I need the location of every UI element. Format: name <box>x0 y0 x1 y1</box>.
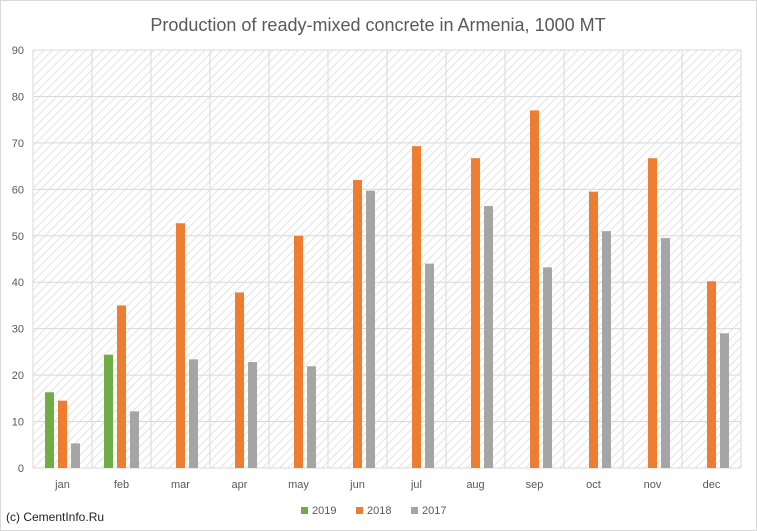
bar-2017-may <box>307 366 316 468</box>
x-tick-label: jul <box>410 479 422 491</box>
bar-2019-feb <box>104 354 113 468</box>
x-tick-label: aug <box>466 479 484 491</box>
y-tick-label: 90 <box>12 45 24 57</box>
x-tick-label: apr <box>232 479 248 491</box>
bar-2017-sep <box>543 267 552 468</box>
y-tick-label: 20 <box>12 370 24 382</box>
y-tick-label: 30 <box>12 324 24 336</box>
credit-text: (c) CementInfo.Ru <box>6 510 104 524</box>
bars-group <box>45 110 729 469</box>
chart-title: Production of ready-mixed concrete in Ar… <box>150 15 605 35</box>
legend-swatch-2019 <box>301 507 308 514</box>
bar-2017-jun <box>366 190 375 468</box>
bar-2018-dec <box>707 281 716 468</box>
bar-2018-aug <box>471 158 480 468</box>
legend-swatch-2018 <box>356 507 363 514</box>
gridlines <box>32 49 742 469</box>
bar-2019-jan <box>45 392 54 468</box>
bar-2017-jan <box>71 443 80 468</box>
bar-2018-jan <box>58 400 67 468</box>
bar-2018-may <box>294 235 303 468</box>
bar-2018-nov <box>648 158 657 468</box>
x-tick-label: jun <box>349 479 365 491</box>
bar-2018-jun <box>353 180 362 469</box>
x-tick-label: oct <box>586 479 601 491</box>
bar-2017-mar <box>189 359 198 468</box>
x-tick-label: mar <box>171 479 190 491</box>
y-tick-label: 60 <box>12 184 24 196</box>
x-tick-label: nov <box>644 479 662 491</box>
y-tick-label: 80 <box>12 91 24 103</box>
x-tick-label: may <box>288 479 309 491</box>
y-tick-label: 70 <box>12 138 24 150</box>
bar-2017-apr <box>248 362 257 468</box>
x-tick-label: feb <box>114 479 129 491</box>
x-tick-label: dec <box>703 479 721 491</box>
bar-2017-aug <box>484 206 493 468</box>
bar-2017-oct <box>602 231 611 468</box>
legend-label-2018: 2018 <box>367 505 391 517</box>
bar-2017-jul <box>425 263 434 468</box>
y-tick-label: 50 <box>12 231 24 243</box>
x-tick-label: sep <box>526 479 544 491</box>
legend-label-2019: 2019 <box>312 505 336 517</box>
legend-label-2017: 2017 <box>422 505 446 517</box>
y-axis: 0 10 20 30 40 50 60 70 80 90 <box>12 45 24 475</box>
bar-2018-oct <box>589 191 598 468</box>
bar-2018-apr <box>235 292 244 468</box>
bar-2018-feb <box>117 305 126 468</box>
legend-swatch-2017 <box>411 507 418 514</box>
bar-2018-sep <box>530 110 539 468</box>
bar-2017-dec <box>720 333 729 468</box>
bar-2018-jul <box>412 146 421 468</box>
x-tick-label: jan <box>54 479 70 491</box>
x-axis: jan feb mar apr may jun jul aug sep oct nov dec <box>54 479 721 491</box>
bar-2017-nov <box>661 238 670 468</box>
y-tick-label: 40 <box>12 277 24 289</box>
y-tick-label: 10 <box>12 417 24 429</box>
y-tick-label: 0 <box>18 463 24 475</box>
legend: 2019 2018 2017 <box>301 505 446 517</box>
bar-2017-feb <box>130 411 139 468</box>
bar-2018-mar <box>176 223 185 468</box>
